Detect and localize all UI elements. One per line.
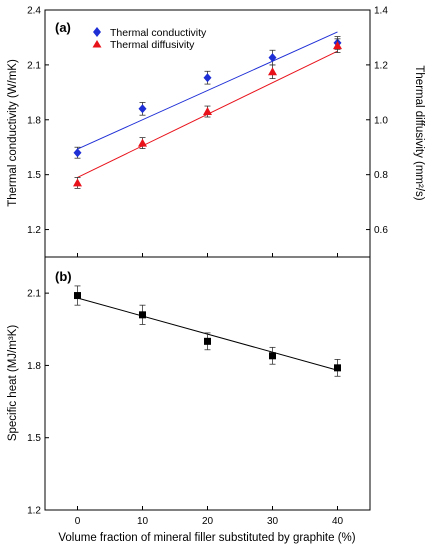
conductivity-point bbox=[73, 148, 82, 158]
diffusivity-point bbox=[73, 178, 82, 187]
x-tick-label: 0 bbox=[75, 516, 81, 527]
panel-a-left-tick-label: 1.5 bbox=[27, 170, 41, 181]
legend-label-diffusivity: Thermal diffusivity bbox=[110, 39, 195, 51]
marks-layer bbox=[73, 31, 342, 377]
specific-heat-point bbox=[334, 364, 341, 372]
panel-b-left-tick-label: 1.2 bbox=[27, 506, 41, 517]
conductivity-point bbox=[268, 53, 277, 63]
x-tick-label: 30 bbox=[267, 516, 279, 527]
legend-marker-conductivity bbox=[93, 27, 101, 37]
panel-a-right-tick-label: 1.4 bbox=[374, 6, 388, 17]
conductivity-point bbox=[203, 73, 212, 83]
x-tick-label: 40 bbox=[332, 516, 344, 527]
x-tick-label: 10 bbox=[137, 516, 149, 527]
diffusivity-point bbox=[203, 107, 212, 116]
panel-a-left-tick-label: 2.4 bbox=[27, 6, 41, 17]
legend: Thermal conductivity Thermal diffusivity bbox=[92, 27, 207, 51]
panel-b-frame bbox=[44, 256, 371, 511]
panel-b-left-tick-label: 2.1 bbox=[27, 289, 41, 300]
panel-a-left-tick-label: 2.1 bbox=[27, 60, 41, 71]
legend-label-conductivity: Thermal conductivity bbox=[110, 27, 207, 39]
panel-b-left-tick-label: 1.5 bbox=[27, 433, 41, 444]
conductivity-fit-line bbox=[77, 31, 338, 150]
panel-a-right-tick-label: 1.2 bbox=[374, 60, 388, 71]
specific-heat-point bbox=[269, 352, 276, 360]
ticks-layer: 0 10 20 30 40 1.2 1.5 1.8 2.1 2.4 0.6 0.8 1.0 1.2 1.4 1… bbox=[27, 6, 388, 528]
panel-b-label: (b) bbox=[55, 269, 72, 284]
conductivity-point bbox=[138, 104, 147, 114]
panel-b-left-tick-label: 1.8 bbox=[27, 361, 41, 372]
x-axis-label: Volume fraction of mineral filler substi… bbox=[58, 532, 355, 544]
panel-b-axis-label: Specific heat (MJ/m³K) bbox=[7, 325, 19, 441]
diffusivity-point bbox=[268, 67, 277, 76]
specific-heat-point bbox=[204, 337, 211, 345]
legend-marker-diffusivity bbox=[92, 40, 102, 48]
specific-heat-point bbox=[74, 292, 81, 300]
diffusivity-point bbox=[138, 138, 147, 147]
panel-a-left-tick-label: 1.2 bbox=[27, 225, 41, 236]
panel-a-left-axis-label: Thermal conductivity (W/mK) bbox=[7, 59, 19, 207]
panel-a-left-tick-label: 1.8 bbox=[27, 115, 41, 126]
x-tick-label: 20 bbox=[202, 516, 214, 527]
diffusivity-point bbox=[333, 41, 342, 50]
panel-a-right-tick-label: 0.8 bbox=[374, 170, 388, 181]
panel-a-label: (a) bbox=[55, 20, 71, 35]
panel-a-right-tick-label: 0.6 bbox=[374, 225, 388, 236]
specific-heat-point bbox=[139, 311, 146, 319]
panel-a-right-tick-label: 1.0 bbox=[374, 115, 388, 126]
panel-a-right-axis-label: Thermal diffusivity (mm²/s) bbox=[413, 65, 425, 200]
